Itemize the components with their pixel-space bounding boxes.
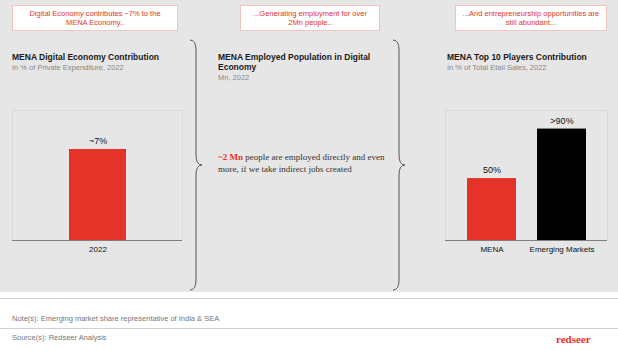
html-text:...Generating employment for o: ...Generating employment for over 2Mn pe… [253,9,367,27]
html-text:Source(s): Redseer Analysis: Source(s): Redseer Analysis [12,333,107,342]
html-text:...And entrepreneurship opport: ...And entrepreneurship opportunities ar… [462,9,600,27]
svg-text:~7%: ~7% [89,136,107,146]
html-text:~2 Mn people are employed dire: ~2 Mn people are employed directly and e… [218,152,385,174]
html-text:Digital Economy contributes ~7: Digital Economy contributes ~7% to the M… [29,9,161,27]
svg-text:50%: 50% [483,165,501,175]
html-text:Mn, 2022: Mn, 2022 [218,73,250,82]
html-text:redseer: redseer [556,333,591,345]
html-text:In % of Total Etail Sales, 202: In % of Total Etail Sales, 2022 [447,63,547,72]
svg-text:MENA: MENA [480,245,504,254]
svg-text:>90%: >90% [550,116,573,126]
html-text:MENA Digital Economy Contribut: MENA Digital Economy Contribution [12,52,159,62]
html-text:MENA Employed Population in Di: MENA Employed Population in Digital Econ… [218,52,371,72]
html-text:MENA Top 10 Players Contributi: MENA Top 10 Players Contribution [447,52,587,62]
html-text:In % of Private Expenditure, 2: In % of Private Expenditure, 2022 [12,63,124,72]
svg-text:Emerging Markets: Emerging Markets [530,245,595,254]
svg-text:2022: 2022 [89,245,107,254]
html-text:Note(s): Emerging market share: Note(s): Emerging market share represent… [12,314,220,323]
